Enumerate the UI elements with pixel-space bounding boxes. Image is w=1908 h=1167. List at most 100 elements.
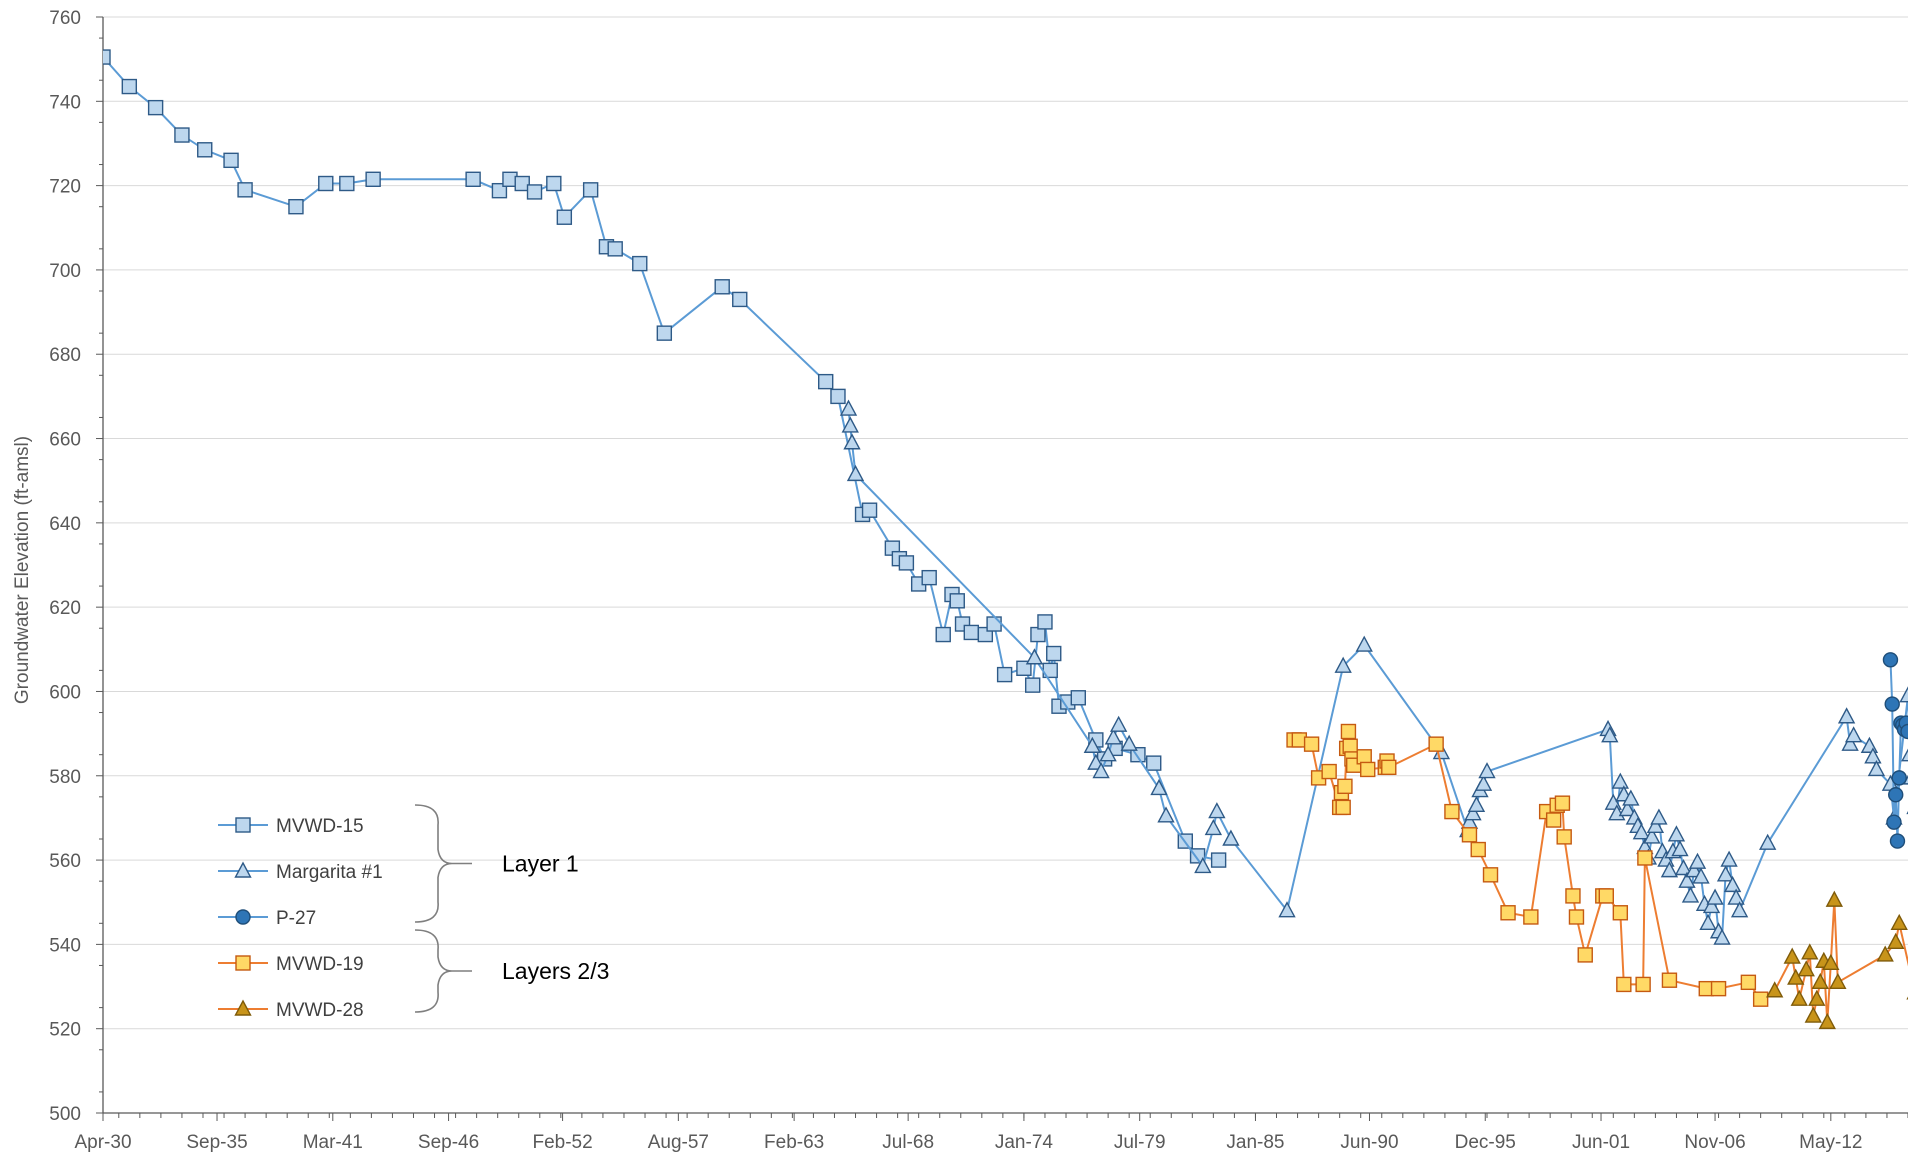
x-tick-label: Nov-06 (1684, 1132, 1745, 1153)
data-point (1147, 756, 1161, 770)
y-tick-label: 600 (49, 682, 81, 703)
y-tick-label: 500 (49, 1104, 81, 1125)
data-point (1524, 910, 1538, 924)
data-point (149, 101, 163, 115)
data-point (1890, 834, 1904, 848)
legend-label: MVWD-19 (276, 954, 364, 975)
y-tick-label: 660 (49, 430, 81, 451)
data-point (1305, 737, 1319, 751)
data-point (899, 556, 913, 570)
data-point (863, 503, 877, 517)
data-point (608, 242, 622, 256)
data-point (1501, 906, 1515, 920)
data-point (1026, 678, 1040, 692)
data-point (1892, 771, 1906, 785)
data-point (1569, 910, 1583, 924)
data-point (1889, 788, 1903, 802)
y-tick-label: 520 (49, 1020, 81, 1041)
data-point (528, 185, 542, 199)
data-point (715, 280, 729, 294)
data-point (1883, 653, 1897, 667)
legend-group-label: Layer 1 (502, 851, 579, 877)
x-tick-label: Jul-68 (882, 1132, 934, 1153)
data-point (238, 183, 252, 197)
data-point (633, 257, 647, 271)
data-point (657, 326, 671, 340)
data-point (584, 183, 598, 197)
data-point (1382, 760, 1396, 774)
data-point (1471, 843, 1485, 857)
x-tick-label: Aug-57 (648, 1132, 709, 1153)
x-tick-label: Mar-41 (303, 1132, 363, 1153)
data-point (1555, 796, 1569, 810)
x-tick-label: Sep-35 (186, 1132, 247, 1153)
data-point (964, 625, 978, 639)
x-tick-label: Apr-30 (74, 1132, 131, 1153)
data-point (1429, 737, 1443, 751)
data-point (998, 668, 1012, 682)
y-tick-label: 680 (49, 345, 81, 366)
data-point (1712, 982, 1726, 996)
y-tick-label: 560 (49, 851, 81, 872)
data-point (1338, 779, 1352, 793)
data-point (1662, 973, 1676, 987)
y-tick-label: 740 (49, 92, 81, 113)
data-point (1599, 889, 1613, 903)
data-point (1031, 628, 1045, 642)
x-tick-label: Jan-74 (995, 1132, 1054, 1153)
data-point (1038, 615, 1052, 629)
data-point (1343, 739, 1357, 753)
legend-marker (236, 910, 250, 924)
data-point (1754, 992, 1768, 1006)
data-point (1462, 828, 1476, 842)
data-point (950, 594, 964, 608)
data-point (987, 617, 1001, 631)
data-point (1547, 813, 1561, 827)
legend-label: P-27 (276, 908, 316, 929)
x-tick-label: May-12 (1799, 1132, 1862, 1153)
data-point (466, 172, 480, 186)
data-point (1484, 868, 1498, 882)
x-tick-label: Feb-52 (532, 1132, 592, 1153)
data-point (340, 177, 354, 191)
legend-label: MVWD-15 (276, 816, 364, 837)
x-tick-label: Sep-46 (418, 1132, 479, 1153)
y-axis-title: Groundwater Elevation (ft-amsl) (12, 436, 33, 704)
data-point (1636, 977, 1650, 991)
data-point (922, 571, 936, 585)
legend-marker (236, 818, 250, 832)
y-tick-label: 580 (49, 767, 81, 788)
data-point (366, 172, 380, 186)
data-point (1322, 765, 1336, 779)
data-point (1613, 906, 1627, 920)
data-point (1212, 853, 1226, 867)
data-point (831, 389, 845, 403)
data-point (1336, 800, 1350, 814)
data-point (289, 200, 303, 214)
data-point (1617, 977, 1631, 991)
data-point (557, 210, 571, 224)
data-point (1445, 805, 1459, 819)
x-tick-label: Jan-85 (1226, 1132, 1284, 1153)
y-tick-label: 700 (49, 261, 81, 282)
legend-label: Margarita #1 (276, 862, 383, 883)
data-point (319, 177, 333, 191)
data-point (547, 177, 561, 191)
data-point (175, 128, 189, 142)
y-tick-label: 540 (49, 935, 81, 956)
y-tick-label: 760 (49, 8, 81, 29)
data-point (1071, 691, 1085, 705)
data-point (1361, 762, 1375, 776)
data-point (936, 628, 950, 642)
legend-group-label: Layers 2/3 (502, 958, 609, 984)
y-tick-label: 640 (49, 514, 81, 535)
data-point (224, 153, 238, 167)
data-point (1566, 889, 1580, 903)
y-tick-label: 620 (49, 598, 81, 619)
data-point (1741, 975, 1755, 989)
data-point (1887, 815, 1901, 829)
x-tick-label: Dec-95 (1455, 1132, 1516, 1153)
data-point (122, 80, 136, 94)
data-point (1557, 830, 1571, 844)
